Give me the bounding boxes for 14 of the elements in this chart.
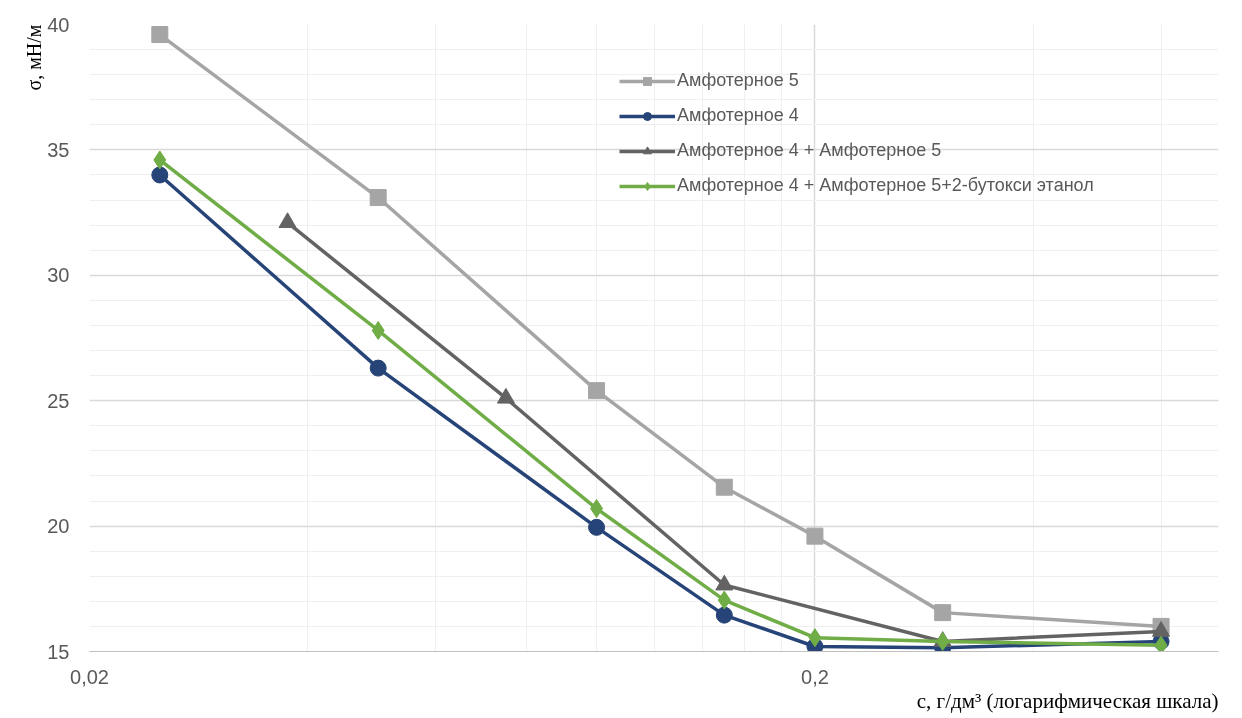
y-axis-title: σ, мН/м <box>22 24 45 91</box>
y-tick-label: 40 <box>47 13 70 36</box>
x-axis-title: c, г/дм³ (логарифмическая шкала) <box>916 688 1219 713</box>
legend-label: Амфотерное 4 + Амфотерное 5+2-бутокси этанол <box>677 175 1094 196</box>
x-tick-label: 0,02 <box>70 665 109 688</box>
y-tick-label: 15 <box>47 640 70 663</box>
legend-label: Амфотерное 4 <box>677 105 799 126</box>
y-tick-label: 25 <box>47 389 70 412</box>
legend-label: Амфотерное 5 <box>677 70 799 91</box>
x-tick-label: 0,2 <box>801 665 829 688</box>
y-tick-label: 20 <box>47 515 70 538</box>
legend-label: Амфотерное 4 + Амфотерное 5 <box>677 140 942 161</box>
y-tick-label: 35 <box>47 138 70 161</box>
y-tick-label: 30 <box>47 264 70 287</box>
